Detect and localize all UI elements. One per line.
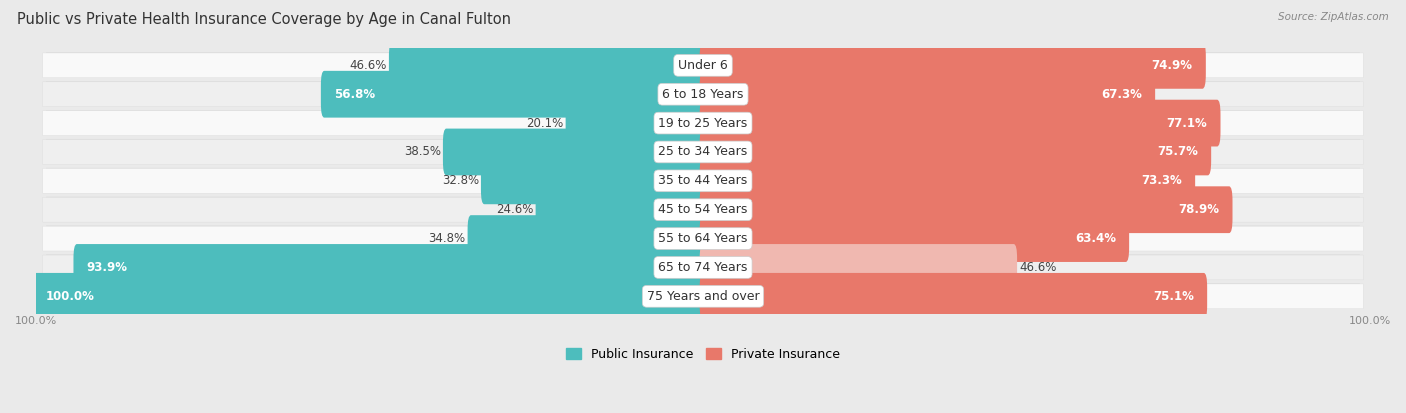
FancyBboxPatch shape bbox=[42, 169, 1364, 193]
FancyBboxPatch shape bbox=[46, 283, 1360, 308]
FancyBboxPatch shape bbox=[42, 284, 1364, 309]
FancyBboxPatch shape bbox=[321, 71, 706, 118]
FancyBboxPatch shape bbox=[468, 215, 706, 262]
FancyBboxPatch shape bbox=[565, 100, 706, 147]
Text: 56.8%: 56.8% bbox=[335, 88, 375, 101]
Text: 78.9%: 78.9% bbox=[1178, 203, 1219, 216]
Text: 45 to 54 Years: 45 to 54 Years bbox=[658, 203, 748, 216]
FancyBboxPatch shape bbox=[700, 215, 1129, 262]
FancyBboxPatch shape bbox=[32, 273, 706, 320]
FancyBboxPatch shape bbox=[700, 71, 1156, 118]
Text: Under 6: Under 6 bbox=[678, 59, 728, 72]
FancyBboxPatch shape bbox=[46, 197, 1360, 221]
FancyBboxPatch shape bbox=[46, 254, 1360, 279]
Text: 55 to 64 Years: 55 to 64 Years bbox=[658, 232, 748, 245]
FancyBboxPatch shape bbox=[389, 42, 706, 89]
FancyBboxPatch shape bbox=[46, 81, 1360, 106]
Text: 34.8%: 34.8% bbox=[429, 232, 465, 245]
Text: 38.5%: 38.5% bbox=[404, 145, 441, 159]
Text: 63.4%: 63.4% bbox=[1074, 232, 1116, 245]
Text: 46.6%: 46.6% bbox=[350, 59, 387, 72]
Text: 74.9%: 74.9% bbox=[1152, 59, 1192, 72]
Text: Public vs Private Health Insurance Coverage by Age in Canal Fulton: Public vs Private Health Insurance Cover… bbox=[17, 12, 510, 27]
FancyBboxPatch shape bbox=[46, 225, 1360, 250]
Text: 73.3%: 73.3% bbox=[1142, 174, 1182, 188]
Text: 75.1%: 75.1% bbox=[1153, 290, 1194, 303]
FancyBboxPatch shape bbox=[46, 168, 1360, 193]
Text: 65 to 74 Years: 65 to 74 Years bbox=[658, 261, 748, 274]
Text: 77.1%: 77.1% bbox=[1167, 116, 1208, 130]
FancyBboxPatch shape bbox=[700, 100, 1220, 147]
Text: 24.6%: 24.6% bbox=[496, 203, 534, 216]
FancyBboxPatch shape bbox=[46, 139, 1360, 164]
Text: 93.9%: 93.9% bbox=[87, 261, 128, 274]
FancyBboxPatch shape bbox=[700, 273, 1208, 320]
Text: 32.8%: 32.8% bbox=[441, 174, 479, 188]
Legend: Public Insurance, Private Insurance: Public Insurance, Private Insurance bbox=[561, 343, 845, 366]
FancyBboxPatch shape bbox=[42, 140, 1364, 164]
FancyBboxPatch shape bbox=[700, 244, 1017, 291]
Text: 46.6%: 46.6% bbox=[1019, 261, 1056, 274]
FancyBboxPatch shape bbox=[443, 128, 706, 176]
Text: 25 to 34 Years: 25 to 34 Years bbox=[658, 145, 748, 159]
FancyBboxPatch shape bbox=[42, 197, 1364, 222]
Text: 67.3%: 67.3% bbox=[1101, 88, 1142, 101]
FancyBboxPatch shape bbox=[42, 53, 1364, 78]
Text: 75 Years and over: 75 Years and over bbox=[647, 290, 759, 303]
FancyBboxPatch shape bbox=[46, 52, 1360, 77]
FancyBboxPatch shape bbox=[73, 244, 706, 291]
FancyBboxPatch shape bbox=[536, 186, 706, 233]
Text: 6 to 18 Years: 6 to 18 Years bbox=[662, 88, 744, 101]
Text: 20.1%: 20.1% bbox=[526, 116, 564, 130]
Text: 19 to 25 Years: 19 to 25 Years bbox=[658, 116, 748, 130]
FancyBboxPatch shape bbox=[700, 186, 1233, 233]
Text: 75.7%: 75.7% bbox=[1157, 145, 1198, 159]
FancyBboxPatch shape bbox=[481, 157, 706, 204]
FancyBboxPatch shape bbox=[42, 226, 1364, 251]
Text: Source: ZipAtlas.com: Source: ZipAtlas.com bbox=[1278, 12, 1389, 22]
Text: 100.0%: 100.0% bbox=[46, 290, 96, 303]
FancyBboxPatch shape bbox=[700, 42, 1206, 89]
FancyBboxPatch shape bbox=[42, 111, 1364, 135]
FancyBboxPatch shape bbox=[700, 128, 1211, 176]
Text: 35 to 44 Years: 35 to 44 Years bbox=[658, 174, 748, 188]
FancyBboxPatch shape bbox=[42, 82, 1364, 107]
FancyBboxPatch shape bbox=[42, 255, 1364, 280]
FancyBboxPatch shape bbox=[46, 110, 1360, 135]
FancyBboxPatch shape bbox=[700, 157, 1195, 204]
